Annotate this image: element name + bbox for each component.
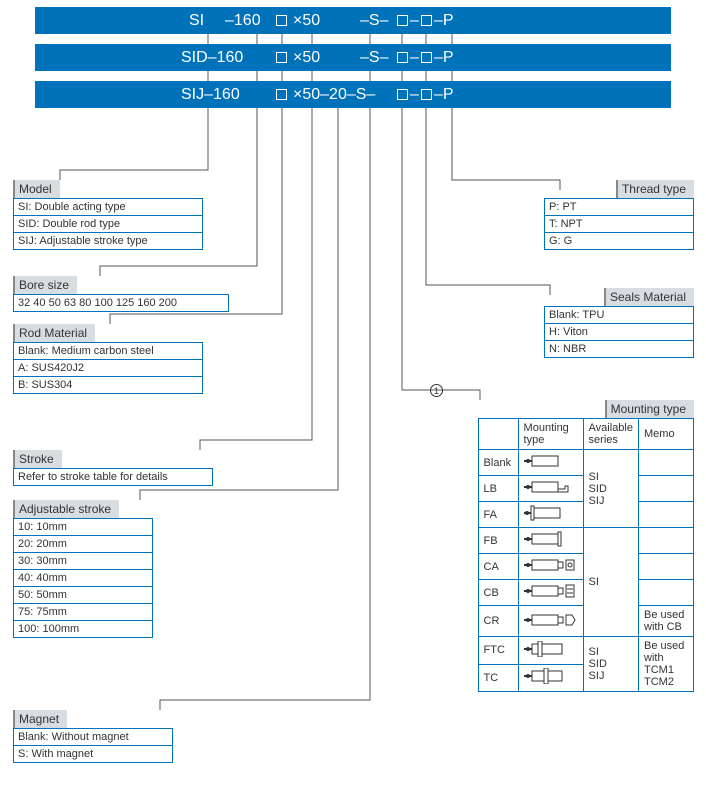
model-code-bar-1: SI –160 ×50 –S– – –P bbox=[35, 7, 671, 34]
table-row: FB SI bbox=[478, 528, 693, 554]
magnet-section: Magnet Blank: Without magnet S: With mag… bbox=[13, 710, 173, 763]
code-sij160: SIJ–160 bbox=[181, 86, 240, 104]
cylinder-tc-icon bbox=[524, 668, 568, 684]
magnet-row: Blank: Without magnet bbox=[14, 729, 172, 746]
code-s: –S– bbox=[360, 49, 388, 67]
code-x5020s: ×50–20–S– bbox=[293, 86, 375, 104]
stroke-section: Stroke Refer to stroke table for details bbox=[13, 450, 213, 486]
adj-row: 10: 10mm bbox=[14, 519, 152, 536]
bore-section: Bore size 32 40 50 63 80 100 125 160 200 bbox=[13, 276, 229, 312]
model-title: Model bbox=[13, 180, 60, 198]
stroke-title: Stroke bbox=[13, 450, 62, 468]
seals-row: N: NBR bbox=[545, 341, 693, 357]
cylinder-ftc-icon bbox=[524, 641, 568, 657]
table-row: Blank SI SID SIJ bbox=[478, 450, 693, 476]
model-row: SID: Double rod type bbox=[14, 216, 202, 233]
code-sid160: SID–160 bbox=[181, 49, 243, 67]
seals-title: Seals Material bbox=[604, 288, 694, 306]
code-dash: – bbox=[410, 12, 419, 30]
mounting-header: Mounting type bbox=[518, 419, 583, 450]
magnet-row: S: With magnet bbox=[14, 746, 172, 762]
mounting-title: Mounting type bbox=[605, 400, 694, 418]
stroke-row: Refer to stroke table for details bbox=[14, 469, 212, 485]
model-row: SI: Double acting type bbox=[14, 199, 202, 216]
cylinder-cb-icon bbox=[524, 583, 576, 599]
adj-row: 100: 100mm bbox=[14, 621, 152, 637]
code-p: –P bbox=[434, 49, 454, 67]
rod-title: Rod Material bbox=[13, 324, 95, 342]
rod-row: Blank: Medium carbon steel bbox=[14, 343, 202, 360]
adj-row: 50: 50mm bbox=[14, 587, 152, 604]
cylinder-fa-icon bbox=[524, 505, 568, 521]
code-s: –S– bbox=[360, 12, 388, 30]
seals-section: Seals Material Blank: TPU H: Viton N: NB… bbox=[544, 288, 694, 358]
thread-row: T: NPT bbox=[545, 216, 693, 233]
rod-row: A: SUS420J2 bbox=[14, 360, 202, 377]
code-si: SI bbox=[189, 12, 204, 30]
placeholder-box bbox=[276, 89, 287, 100]
mounting-header bbox=[478, 419, 518, 450]
placeholder-box bbox=[421, 52, 432, 63]
code-x50: ×50 bbox=[293, 12, 320, 30]
thread-section: Thread type P: PT T: NPT G: G bbox=[544, 180, 694, 250]
mounting-section: Mounting type Mounting type Available se… bbox=[478, 400, 694, 692]
cylinder-ca-icon bbox=[524, 557, 576, 573]
cylinder-cr-icon bbox=[524, 612, 576, 628]
code-160: –160 bbox=[225, 12, 261, 30]
placeholder-box bbox=[276, 52, 287, 63]
placeholder-box bbox=[397, 89, 408, 100]
cylinder-lb-icon bbox=[524, 479, 572, 495]
code-x50: ×50 bbox=[293, 49, 320, 67]
table-row: FTC SI SID SIJ Be used with TCM1 TCM2 bbox=[478, 637, 693, 665]
code-p: –P bbox=[434, 12, 454, 30]
thread-row: P: PT bbox=[545, 199, 693, 216]
mounting-table: Mounting type Available series Memo Blan… bbox=[478, 418, 694, 692]
adj-title: Adjustable stroke bbox=[13, 500, 119, 518]
rod-section: Rod Material Blank: Medium carbon steel … bbox=[13, 324, 203, 394]
footnote-1: 1 bbox=[430, 383, 443, 397]
model-code-bar-2: SID–160 ×50 –S– – –P bbox=[35, 44, 671, 71]
code-dash: – bbox=[410, 86, 419, 104]
code-dash: – bbox=[410, 49, 419, 67]
mounting-header: Available series bbox=[583, 419, 638, 450]
placeholder-box bbox=[276, 15, 287, 26]
thread-title: Thread type bbox=[616, 180, 694, 198]
bore-row: 32 40 50 63 80 100 125 160 200 bbox=[14, 295, 228, 311]
model-section: Model SI: Double acting type SID: Double… bbox=[13, 180, 203, 250]
rod-row: B: SUS304 bbox=[14, 377, 202, 393]
adj-row: 40: 40mm bbox=[14, 570, 152, 587]
model-row: SIJ: Adjustable stroke type bbox=[14, 233, 202, 249]
thread-row: G: G bbox=[545, 233, 693, 249]
model-code-bar-3: SIJ–160 ×50–20–S– – –P bbox=[35, 81, 671, 108]
adj-row: 75: 75mm bbox=[14, 604, 152, 621]
adj-row: 30: 30mm bbox=[14, 553, 152, 570]
placeholder-box bbox=[421, 15, 432, 26]
mounting-header: Memo bbox=[639, 419, 694, 450]
placeholder-box bbox=[397, 52, 408, 63]
adj-row: 20: 20mm bbox=[14, 536, 152, 553]
seals-row: Blank: TPU bbox=[545, 307, 693, 324]
adj-section: Adjustable stroke 10: 10mm 20: 20mm 30: … bbox=[13, 500, 153, 638]
magnet-title: Magnet bbox=[13, 710, 67, 728]
circled-1-icon: 1 bbox=[430, 384, 443, 397]
bore-title: Bore size bbox=[13, 276, 77, 294]
placeholder-box bbox=[397, 15, 408, 26]
cylinder-fb-icon bbox=[524, 531, 568, 547]
placeholder-box bbox=[421, 89, 432, 100]
code-p: –P bbox=[434, 86, 454, 104]
seals-row: H: Viton bbox=[545, 324, 693, 341]
cylinder-icon bbox=[524, 453, 566, 469]
